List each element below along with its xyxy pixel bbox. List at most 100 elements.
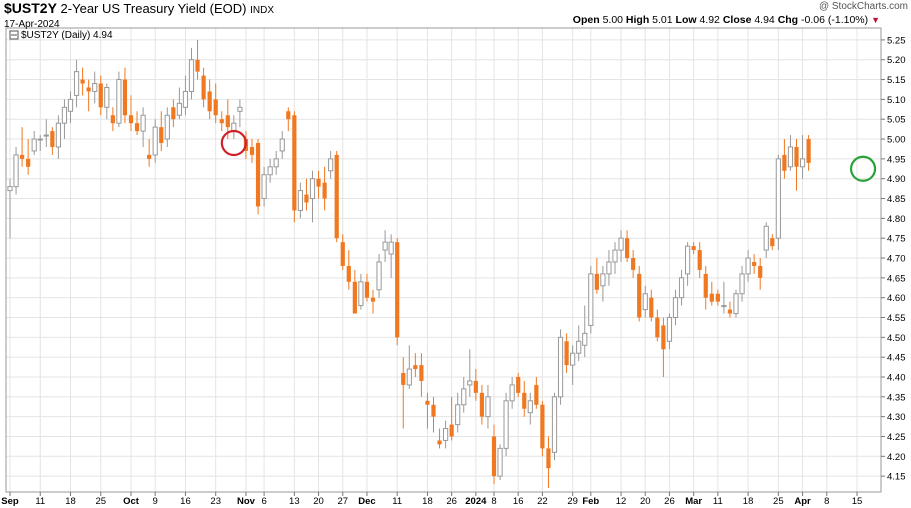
candle-body-down — [806, 139, 811, 163]
candle-body-down — [201, 75, 206, 100]
y-tick-label: 4.90 — [887, 174, 906, 185]
y-tick-label: 4.70 — [887, 254, 906, 265]
x-tick-label: Mar — [685, 496, 702, 507]
x-tick-label: 25 — [95, 496, 106, 507]
candle-body-up — [297, 190, 303, 211]
candle-body-up — [455, 404, 461, 426]
candle-body-down — [292, 115, 297, 211]
y-tick-label: 4.35 — [887, 392, 906, 403]
candle-body-up — [7, 186, 13, 192]
candle-body-down — [431, 404, 436, 417]
candle-body-up — [55, 122, 61, 148]
open-label: Open — [572, 14, 600, 26]
candle-body-up — [467, 380, 473, 386]
candle-body-down — [304, 194, 309, 203]
ohlc-readout: Open 5.00 High 5.01 Low 4.92 Close 4.94 … — [573, 14, 880, 26]
legend-label: $UST2Y (Daily) 4.94 — [21, 30, 113, 41]
candle-body-up — [358, 281, 364, 307]
candle-body-down — [794, 146, 799, 167]
y-tick-label: 5.05 — [887, 115, 906, 126]
x-tick-label: Dec — [358, 496, 375, 507]
candle-body-up — [37, 138, 43, 141]
candle-body-up — [388, 241, 394, 255]
x-tick-label: 2024 — [465, 496, 487, 507]
candle-body-down — [782, 154, 787, 171]
candle-body-up — [237, 106, 243, 112]
candle-body-up — [406, 368, 412, 386]
candle-body-down — [758, 265, 763, 278]
candle-body-up — [92, 83, 98, 92]
candle-body-up — [509, 384, 515, 402]
candle-body-up — [527, 400, 533, 414]
x-tick-label: 8 — [824, 496, 829, 507]
candle-body-up — [485, 396, 491, 418]
candle-body-up — [618, 237, 624, 251]
open-value: 5.00 — [602, 14, 623, 26]
candle-body-up — [382, 241, 388, 251]
candle-body-down — [437, 440, 442, 445]
x-tick-label: 22 — [537, 496, 548, 507]
candle-body-down — [26, 158, 31, 167]
candle-body-down — [413, 365, 418, 370]
triangle-down-icon: ▼ — [871, 15, 880, 25]
candle-body-down — [419, 365, 424, 381]
candle-body-down — [534, 384, 539, 405]
candle-body-up — [685, 245, 691, 275]
candle-body-down — [715, 293, 720, 302]
candle-body-up — [67, 98, 74, 112]
candle-body-down — [703, 273, 708, 298]
y-tick-label: 5.00 — [887, 135, 906, 146]
x-tick-label: 11 — [35, 496, 45, 507]
x-tick-label: 26 — [446, 496, 457, 507]
candle-body-up — [600, 273, 606, 287]
low-label: Low — [675, 14, 697, 26]
candle-body-down — [122, 79, 128, 116]
y-tick-label: 5.15 — [887, 75, 906, 86]
candle-body-down — [727, 309, 733, 314]
candle-body-down — [249, 146, 255, 155]
candle-body-down — [322, 182, 327, 199]
y-tick-label: 4.45 — [887, 353, 906, 364]
candle-body-down — [20, 154, 25, 159]
candle-body-down — [655, 317, 660, 338]
candle-body-up — [672, 297, 679, 319]
candle-body-down — [110, 115, 115, 124]
candle-body-down — [491, 436, 497, 477]
candle-body-down — [697, 250, 702, 270]
chg-label: Chg — [777, 14, 799, 26]
candle-body-up — [678, 277, 685, 299]
y-tick-label: 4.95 — [887, 154, 906, 165]
candle-body-up — [140, 114, 146, 132]
candle-body-up — [775, 158, 781, 239]
candlestick-series — [7, 39, 811, 489]
candle-body-down — [171, 107, 176, 120]
symbol-label: $UST2Y — [4, 0, 57, 16]
candle-body-up — [461, 388, 467, 406]
candle-body-down — [80, 79, 85, 84]
candle-body-down — [50, 131, 55, 147]
candle-body-down — [564, 341, 569, 366]
green-circle-marker — [849, 155, 877, 182]
candle-body-down — [425, 400, 430, 405]
high-value: 5.01 — [652, 14, 673, 26]
x-tick-label: 25 — [773, 496, 784, 507]
candle-body-down — [661, 325, 666, 350]
candle-body-down — [631, 258, 636, 270]
x-tick-label: 11 — [392, 496, 402, 507]
candle-body-up — [763, 225, 769, 251]
candle-body-up — [261, 174, 267, 200]
candle-body-up — [787, 146, 794, 168]
y-tick-label: 4.55 — [887, 313, 906, 324]
high-label: High — [625, 14, 650, 26]
candle-body-down — [540, 404, 545, 449]
candle-body-up — [309, 178, 316, 200]
x-axis: Sep 11 18 25 Oct 9 16 23 Nov 6 13 20 27 Dec 11 18 26 2024… — [1, 492, 862, 507]
y-tick-label: 4.15 — [887, 472, 906, 483]
x-tick-label: 6 — [261, 496, 266, 507]
candle-body-up — [116, 79, 122, 124]
low-value: 4.92 — [699, 14, 720, 26]
y-tick-label: 4.25 — [887, 432, 906, 443]
candle-body-up — [557, 336, 564, 398]
candle-body-up — [182, 90, 189, 108]
candle-body-down — [691, 246, 696, 251]
